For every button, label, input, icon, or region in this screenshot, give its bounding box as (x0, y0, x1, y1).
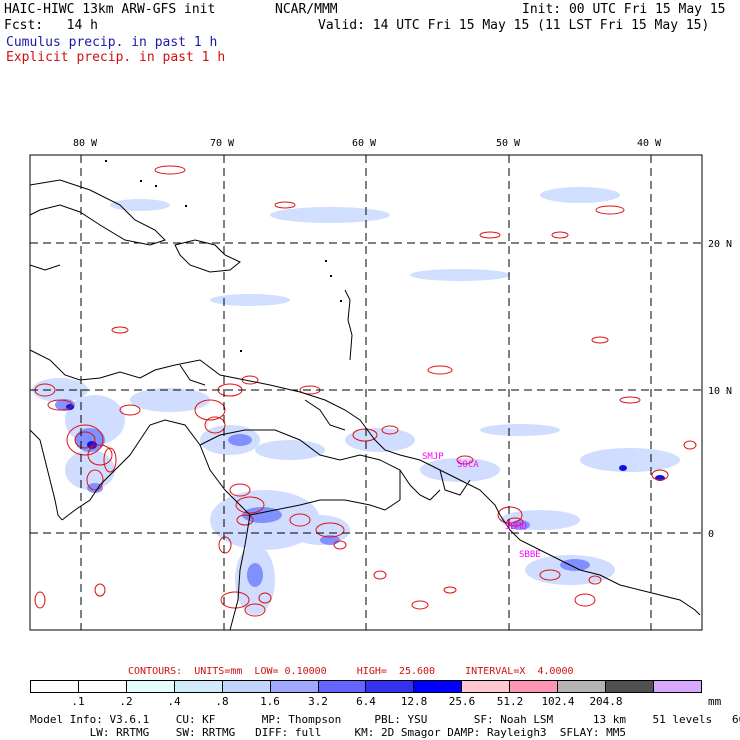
lat-label-10n: 10 N (708, 386, 732, 397)
colorbar-unit: mm (708, 695, 722, 708)
lon-label-80w: 80 W (73, 138, 98, 149)
colorbar-tick: 25.6 (448, 695, 476, 708)
island-markers (105, 160, 342, 352)
lon-label-70w: 70 W (210, 138, 235, 149)
org-label: NCAR/MMM (275, 2, 338, 17)
colorbar-tick: 1.6 (260, 695, 280, 708)
explicit-legend: Explicit precip. in past 1 h (6, 50, 226, 65)
station-sbbe: SBBE (519, 550, 541, 560)
colorbar-tick: .2 (119, 695, 133, 708)
station-smjp: SMJP (422, 452, 444, 462)
colorbar-swatch (270, 681, 319, 692)
colorbar-swatch (126, 681, 175, 692)
forecast-hour: Fcst: 14 h (4, 18, 98, 33)
colorbar-swatch (174, 681, 223, 692)
lat-label-20n: 20 N (708, 239, 732, 250)
contour-info: CONTOURS: UNITS=mm LOW= 0.10000 HIGH= 25… (128, 666, 574, 677)
colorbar-swatch (558, 681, 607, 692)
colorbar-tick: 3.2 (308, 695, 328, 708)
init-time: Init: 00 UTC Fri 15 May 15 (522, 2, 726, 17)
model-title: HAIC-HIWC 13km ARW-GFS init (4, 2, 216, 17)
colorbar-tick: 6.4 (356, 695, 376, 708)
colorbar-swatch (78, 681, 127, 692)
coastlines (29, 179, 701, 631)
colorbar-swatch (510, 681, 559, 692)
model-info-line1: Model Info: V3.6.1 CU: KF MP: Thompson P… (30, 713, 740, 726)
colorbar-swatch (414, 681, 463, 692)
colorbar-swatch (462, 681, 511, 692)
model-info-line2: LW: RRTMG SW: RRTMG DIFF: full KM: 2D Sm… (30, 726, 627, 739)
colorbar (30, 680, 702, 693)
station-sbmq: SBMQ (505, 522, 527, 532)
lon-label-60w: 60 W (352, 138, 377, 149)
colorbar-swatch (318, 681, 367, 692)
lon-label-50w: 50 W (496, 138, 521, 149)
precip-map: 80 W 70 W 60 W 50 W 40 W 20 N 10 N 0 SMJ… (29, 138, 732, 631)
colorbar-swatch (31, 681, 79, 692)
colorbar-swatch (606, 681, 654, 692)
colorbar-tick-labels: .1 .2 .4 .8 1.6 3.2 6.4 12.8 25.6 51.2 102.4 204.8 (0, 695, 740, 709)
colorbar-tick: .1 (71, 695, 85, 708)
graticule (30, 155, 702, 630)
colorbar-swatch (222, 681, 271, 692)
lat-label-0: 0 (708, 529, 714, 540)
colorbar-tick: 102.4 (541, 695, 575, 708)
colorbar-tick: 12.8 (400, 695, 428, 708)
colorbar-tick: 204.8 (589, 695, 623, 708)
station-soca: SOCA (457, 460, 479, 470)
cumulus-precip-heavy (55, 399, 590, 587)
colorbar-tick: .4 (167, 695, 181, 708)
colorbar-tick: .8 (215, 695, 229, 708)
lon-label-40w: 40 W (637, 138, 662, 149)
colorbar-swatch (366, 681, 415, 692)
colorbar-swatch (653, 681, 701, 692)
cumulus-legend: Cumulus precip. in past 1 h (6, 35, 218, 50)
colorbar-tick: 51.2 (496, 695, 524, 708)
valid-time: Valid: 14 UTC Fri 15 May 15 (11 LST Fri … (318, 18, 710, 33)
